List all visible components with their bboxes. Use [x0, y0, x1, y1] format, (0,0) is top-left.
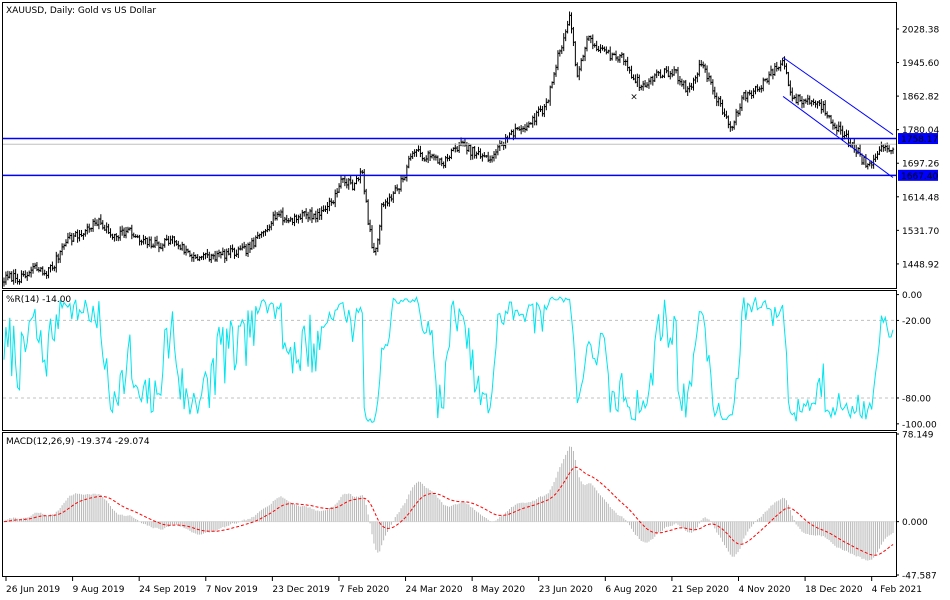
price-y-tick: 1862.82 — [902, 93, 939, 103]
x-tick-label: 9 Aug 2019 — [73, 585, 125, 595]
macd-panel — [3, 446, 896, 561]
x-tick-label: 21 Sep 2020 — [672, 585, 729, 595]
wr-y-tick: -20.00 — [902, 317, 931, 327]
x-tick-label: 7 Nov 2019 — [206, 585, 258, 595]
price-y-tick: 1780.04 — [902, 126, 939, 136]
wr-panel-frame — [2, 290, 897, 431]
price-panel-frame — [2, 2, 897, 289]
channel-line — [782, 57, 894, 135]
price-panel: × 1758.17 1667.40 — [2, 11, 938, 287]
x-tick-label: 23 Dec 2019 — [272, 585, 330, 595]
williams-r-panel — [3, 295, 896, 424]
macd-y-tick: 0.000 — [902, 518, 928, 528]
x-tick-label: 24 Mar 2020 — [406, 585, 463, 595]
williams-r-line — [3, 295, 894, 424]
macd-y-tick: -47.587 — [902, 572, 937, 582]
macd-signal-line — [3, 466, 894, 556]
channel-line — [782, 96, 894, 178]
level-label-bg — [898, 133, 938, 145]
wr-y-tick: 0.00 — [902, 291, 922, 301]
x-tick-label: 26 Jun 2019 — [6, 585, 60, 595]
axes: 2028.38 1945.60 1862.82 1780.04 1697.26 1614.… — [5, 25, 939, 595]
macd-panel-frame — [2, 432, 897, 577]
wr-y-tick: -100.00 — [902, 420, 937, 430]
level-label: 1758.17 — [901, 135, 938, 145]
price-y-tick: 1448.92 — [902, 260, 939, 270]
price-chart-title: XAUUSD, Daily: Gold vs US Dollar — [6, 6, 156, 16]
level-label: 1667.40 — [901, 172, 938, 182]
trade-marker: × — [630, 92, 638, 102]
wr-title: %R(14) -14.00 — [6, 295, 71, 305]
macd-y-tick: 78.149 — [902, 431, 934, 441]
price-y-tick: 1945.60 — [902, 59, 939, 69]
x-tick-label: 7 Feb 2020 — [339, 585, 390, 595]
price-y-tick: 1614.48 — [902, 193, 939, 203]
x-tick-label: 24 Sep 2019 — [139, 585, 196, 595]
x-tick-label: 4 Feb 2021 — [872, 585, 922, 595]
x-tick-label: 8 May 2020 — [472, 585, 525, 595]
x-tick-label: 23 Jun 2020 — [539, 585, 593, 595]
macd-title: MACD(12,26,9) -19.374 -29.074 — [6, 437, 150, 447]
price-y-tick: 1531.70 — [902, 227, 939, 237]
price-y-tick: 1697.26 — [902, 160, 939, 170]
x-tick-label: 6 Aug 2020 — [605, 585, 657, 595]
wr-y-tick: -80.00 — [902, 394, 931, 404]
x-tick-label: 4 Nov 2020 — [739, 585, 791, 595]
x-tick-label: 18 Dec 2020 — [805, 585, 863, 595]
price-y-tick: 2028.38 — [902, 25, 939, 35]
level-label-bg — [898, 169, 938, 181]
